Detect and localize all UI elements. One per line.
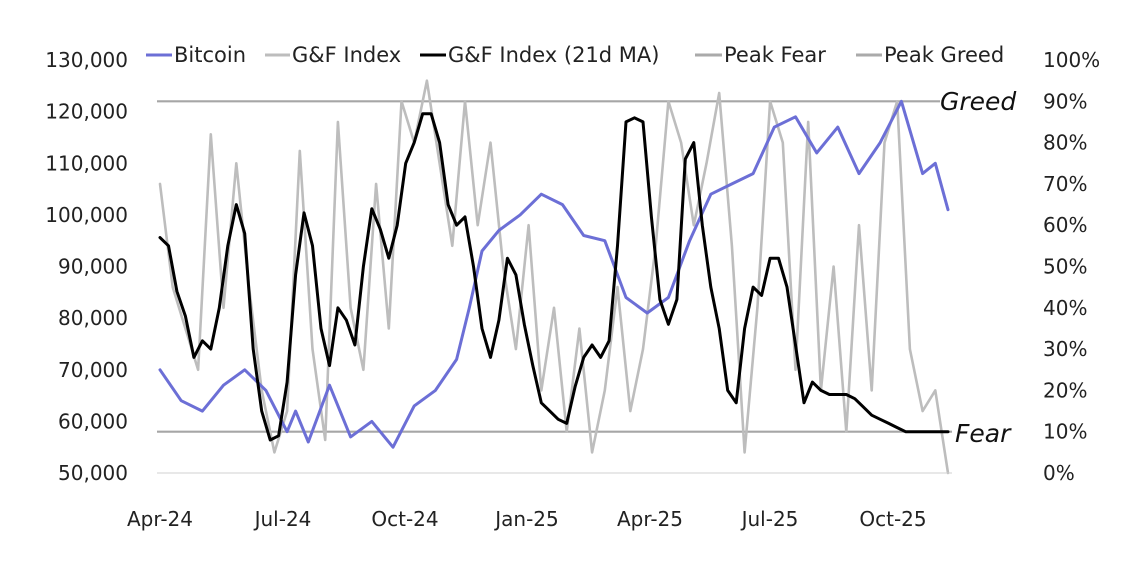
legend-label-bitcoin: Bitcoin	[174, 43, 246, 67]
legend-label-g-f-index: G&F Index	[292, 43, 401, 67]
series-line-bitcoin	[158, 99, 950, 449]
right-tick-label: 60%	[1043, 213, 1087, 237]
x-tick-label: Oct-24	[371, 507, 438, 531]
x-axis: Apr-24 Jul-24 Oct-24 Jan-25 Apr-25 Jul-25 Oct-…	[127, 472, 952, 531]
x-tick-label: Jul-24	[253, 507, 312, 531]
left-tick-label: 110,000	[45, 151, 128, 175]
left-tick-label: 130,000	[45, 48, 128, 72]
legend-label-peak-fear: Peak Fear	[724, 43, 826, 67]
x-tick-label: Apr-25	[617, 507, 683, 531]
left-axis: 50,000 60,000 70,000 80,000 90,000 100,000 110…	[45, 48, 128, 485]
right-tick-label: 20%	[1043, 378, 1087, 402]
left-tick-label: 100,000	[45, 203, 128, 227]
x-tick-label: Jan-25	[493, 507, 559, 531]
series-line-g-f-index-21d-ma	[158, 112, 950, 442]
right-tick-label: 40%	[1043, 296, 1087, 320]
right-tick-label: 30%	[1043, 337, 1087, 361]
right-tick-label: 0%	[1043, 461, 1075, 485]
reference-lines	[157, 100, 952, 433]
left-tick-label: 90,000	[58, 255, 128, 279]
x-tick-label: Jul-25	[740, 507, 799, 531]
series-layer	[158, 79, 950, 475]
x-tick-label: Oct-25	[859, 507, 926, 531]
legend: Bitcoin G&F Index G&F Index (21d MA) Peak F…	[146, 43, 1004, 67]
right-tick-label: 70%	[1043, 172, 1087, 196]
left-tick-label: 50,000	[58, 461, 128, 485]
left-tick-label: 80,000	[58, 306, 128, 330]
left-tick-label: 120,000	[45, 100, 128, 124]
greed-label: Greed	[940, 87, 1016, 116]
right-tick-label: 90%	[1043, 89, 1087, 113]
x-tick-label: Apr-24	[127, 507, 193, 531]
right-tick-label: 10%	[1043, 420, 1087, 444]
legend-label-g-f-index-21d-ma: G&F Index (21d MA)	[448, 43, 660, 67]
right-tick-label: 100%	[1043, 48, 1100, 72]
left-tick-label: 70,000	[58, 358, 128, 382]
right-tick-label: 50%	[1043, 255, 1087, 279]
left-tick-label: 60,000	[58, 409, 128, 433]
legend-label-peak-greed: Peak Greed	[884, 43, 1004, 67]
right-axis: 0% 10% 20% 30% 40% 50% 60% 70% 80% 90% 100%	[1043, 48, 1100, 485]
fear-label: Fear	[955, 419, 1012, 448]
right-tick-label: 80%	[1043, 131, 1087, 155]
